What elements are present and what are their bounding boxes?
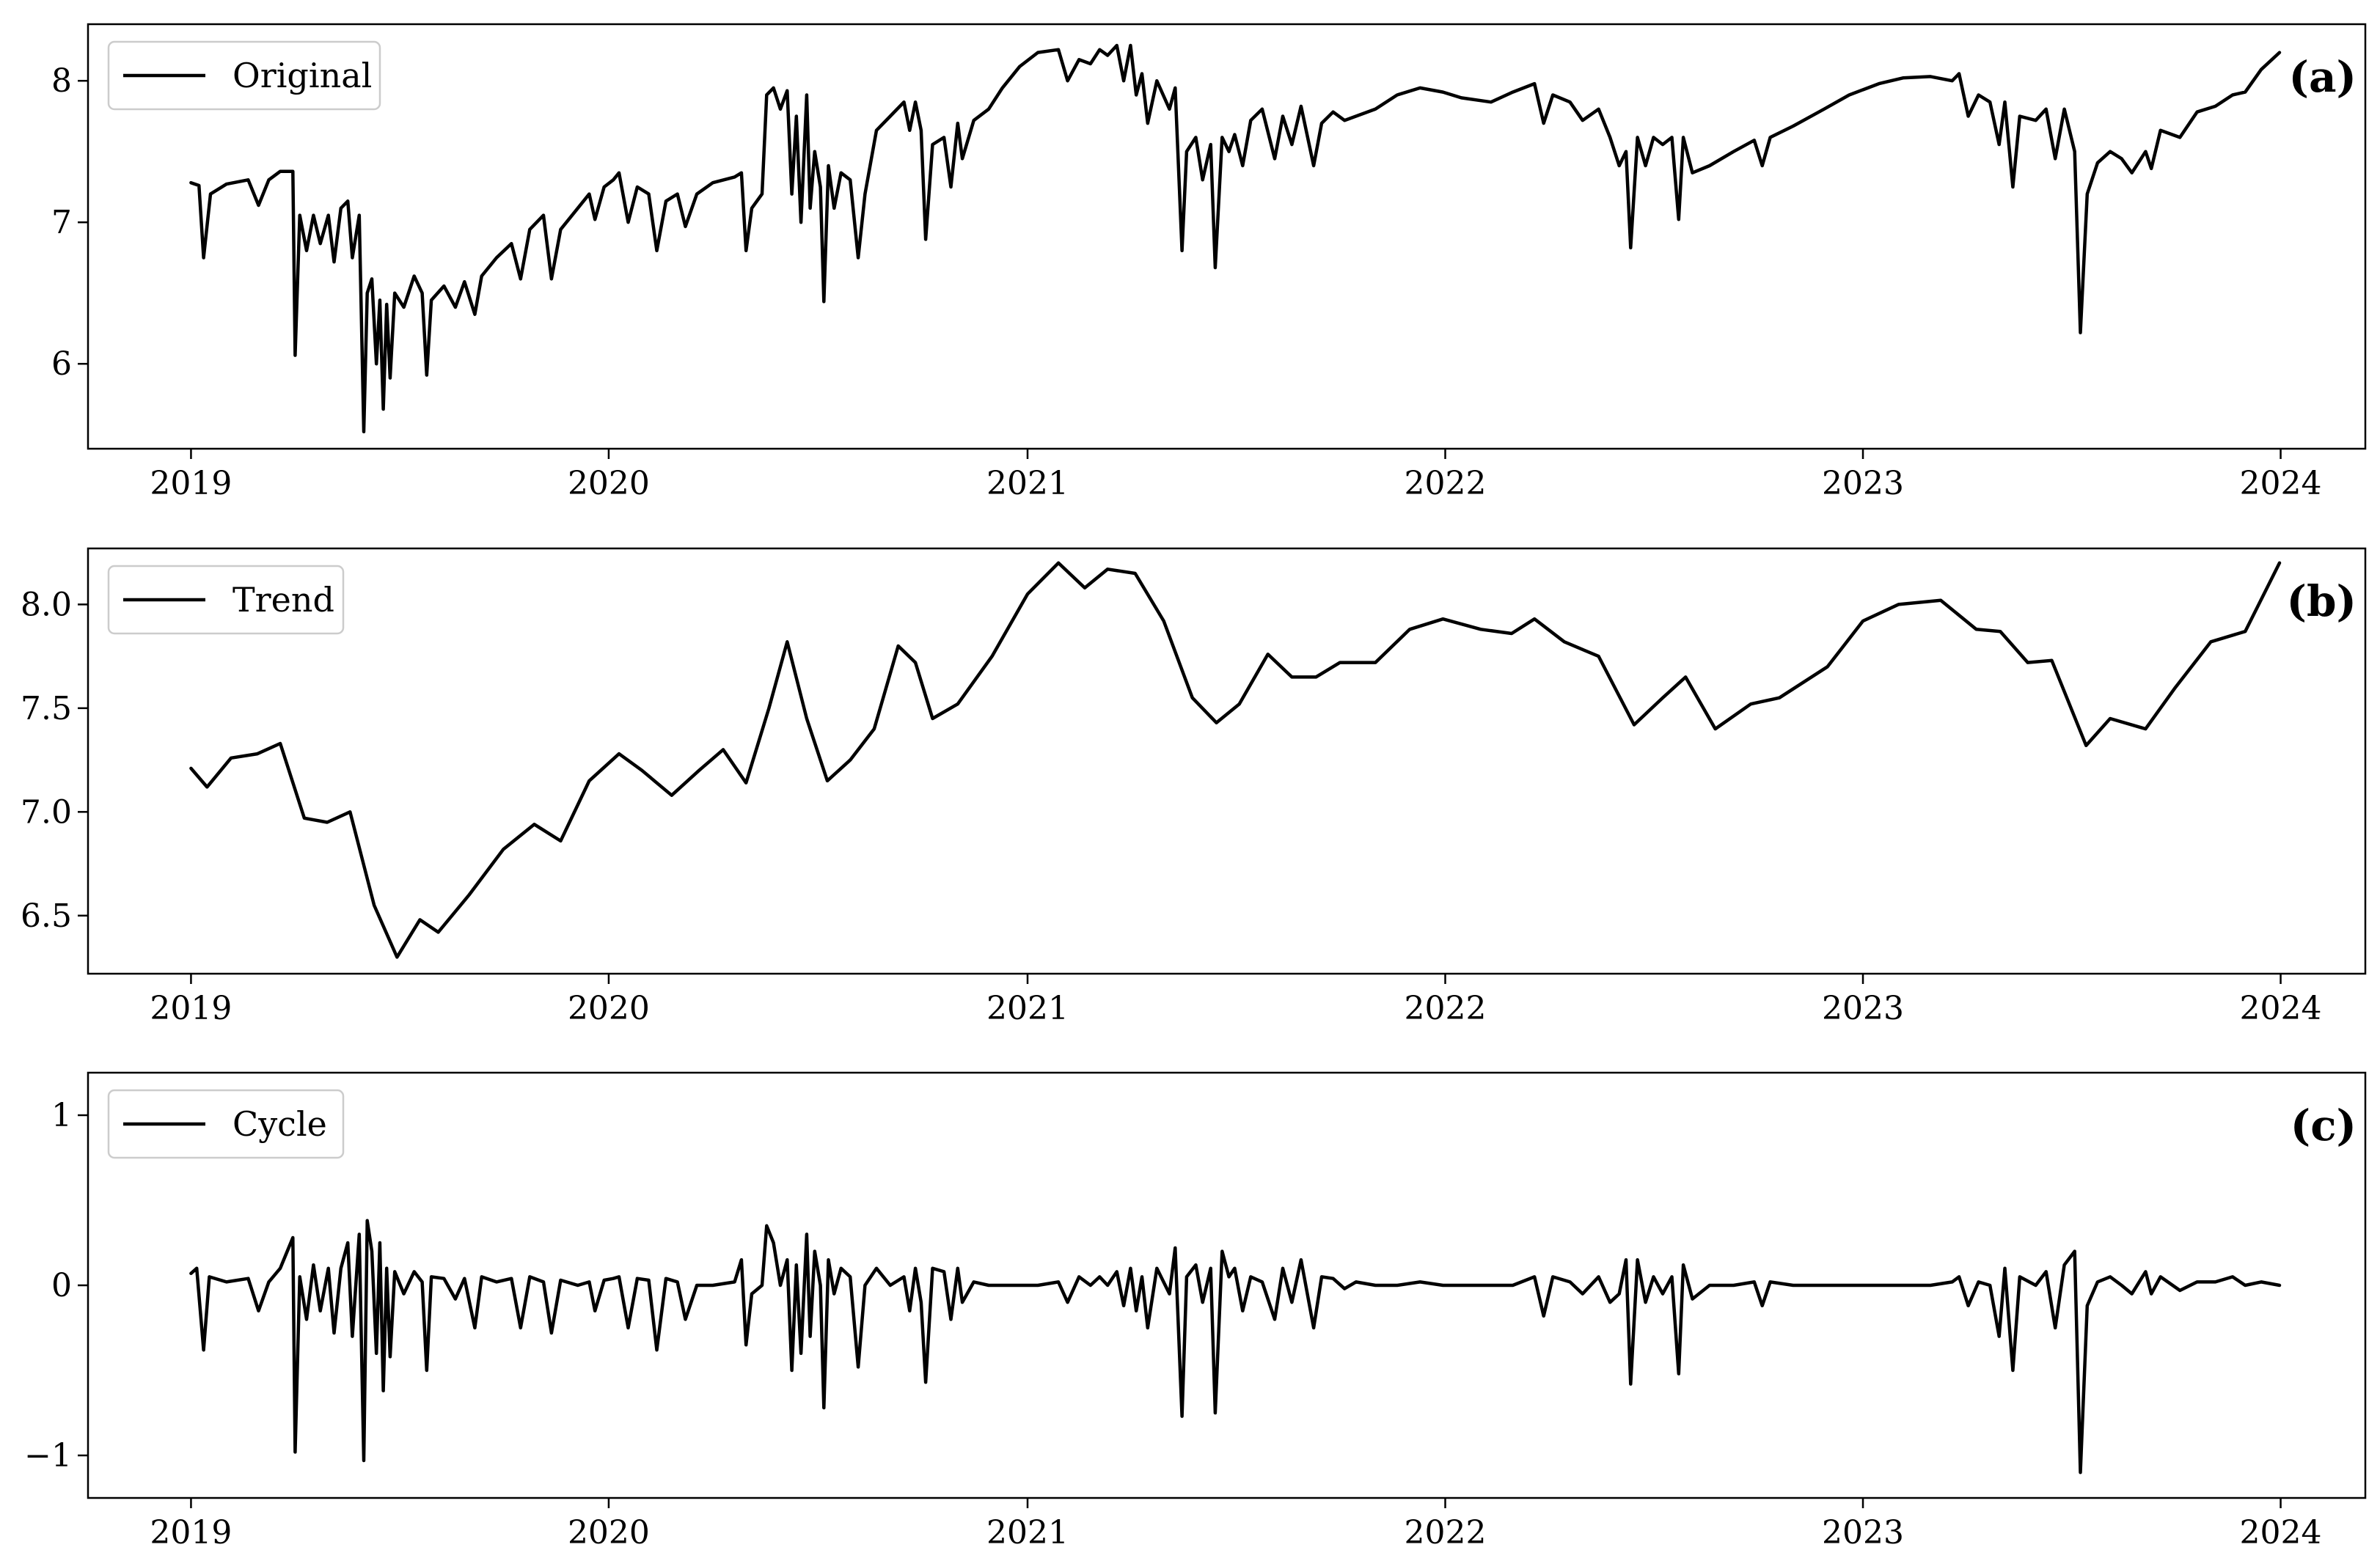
x-tick-label: 2020 bbox=[568, 465, 650, 502]
y-tick-label: 8 bbox=[51, 62, 72, 100]
legend: Trend bbox=[107, 565, 345, 635]
y-tick-label: 6 bbox=[51, 345, 72, 383]
y-tick-label: 7.0 bbox=[21, 793, 72, 831]
y-tick-label: 6.5 bbox=[21, 897, 72, 935]
y-tick-label: 1 bbox=[51, 1097, 72, 1134]
y-tick-label: 8.0 bbox=[21, 586, 72, 623]
x-tick-label: 2024 bbox=[2240, 990, 2322, 1027]
legend-box bbox=[107, 565, 345, 635]
x-tick-label: 2020 bbox=[568, 1514, 650, 1551]
legend: Original bbox=[107, 40, 381, 111]
panel-label-a: (a) bbox=[2289, 52, 2357, 102]
axes-frame bbox=[87, 547, 2367, 975]
x-tick-label: 2023 bbox=[1822, 465, 1904, 502]
x-tick-label: 2021 bbox=[986, 1514, 1069, 1551]
panel-label-c: (c) bbox=[2291, 1101, 2357, 1150]
legend: Cycle bbox=[107, 1089, 345, 1159]
panel-b: 2019 2020 2021 2022 2023 2024 6.5 7.0 7.5 8.0 Tren… bbox=[21, 547, 2367, 1027]
y-tick-label: −1 bbox=[24, 1437, 72, 1474]
x-tick-label: 2020 bbox=[568, 990, 650, 1027]
legend-label: Trend bbox=[232, 580, 334, 620]
y-tick-label: 7 bbox=[51, 204, 72, 241]
x-tick-label: 2024 bbox=[2240, 1514, 2322, 1551]
legend-box bbox=[107, 1089, 345, 1159]
x-tick-label: 2019 bbox=[150, 465, 232, 502]
panel-c: 2019 2020 2021 2022 2023 2024 −1 0 1 Cycle (c) bbox=[24, 1071, 2367, 1551]
x-tick-label: 2019 bbox=[150, 1514, 232, 1551]
legend-label: Cycle bbox=[232, 1104, 327, 1144]
x-tick-label: 2023 bbox=[1822, 1514, 1904, 1551]
x-tick-label: 2023 bbox=[1822, 990, 1904, 1027]
panel-a: 2019 2020 2021 2022 2023 2024 6 7 8 Original (a) bbox=[51, 23, 2367, 502]
x-tick-label: 2021 bbox=[986, 465, 1069, 502]
series-line-original bbox=[189, 43, 2282, 434]
axes-frame bbox=[87, 23, 2367, 450]
legend-box bbox=[107, 40, 381, 111]
y-tick-label: 0 bbox=[51, 1267, 72, 1304]
series-line-trend bbox=[189, 561, 2282, 959]
x-tick-label: 2022 bbox=[1405, 990, 1487, 1027]
series-line-cycle bbox=[189, 1219, 2282, 1474]
x-tick-label: 2019 bbox=[150, 990, 232, 1027]
legend-label: Original bbox=[232, 56, 372, 95]
panel-label-b: (b) bbox=[2287, 576, 2357, 626]
x-tick-label: 2021 bbox=[986, 990, 1069, 1027]
y-tick-label: 7.5 bbox=[21, 690, 72, 727]
x-tick-label: 2022 bbox=[1405, 1514, 1487, 1551]
x-tick-label: 2022 bbox=[1405, 465, 1487, 502]
x-tick-label: 2024 bbox=[2240, 465, 2322, 502]
